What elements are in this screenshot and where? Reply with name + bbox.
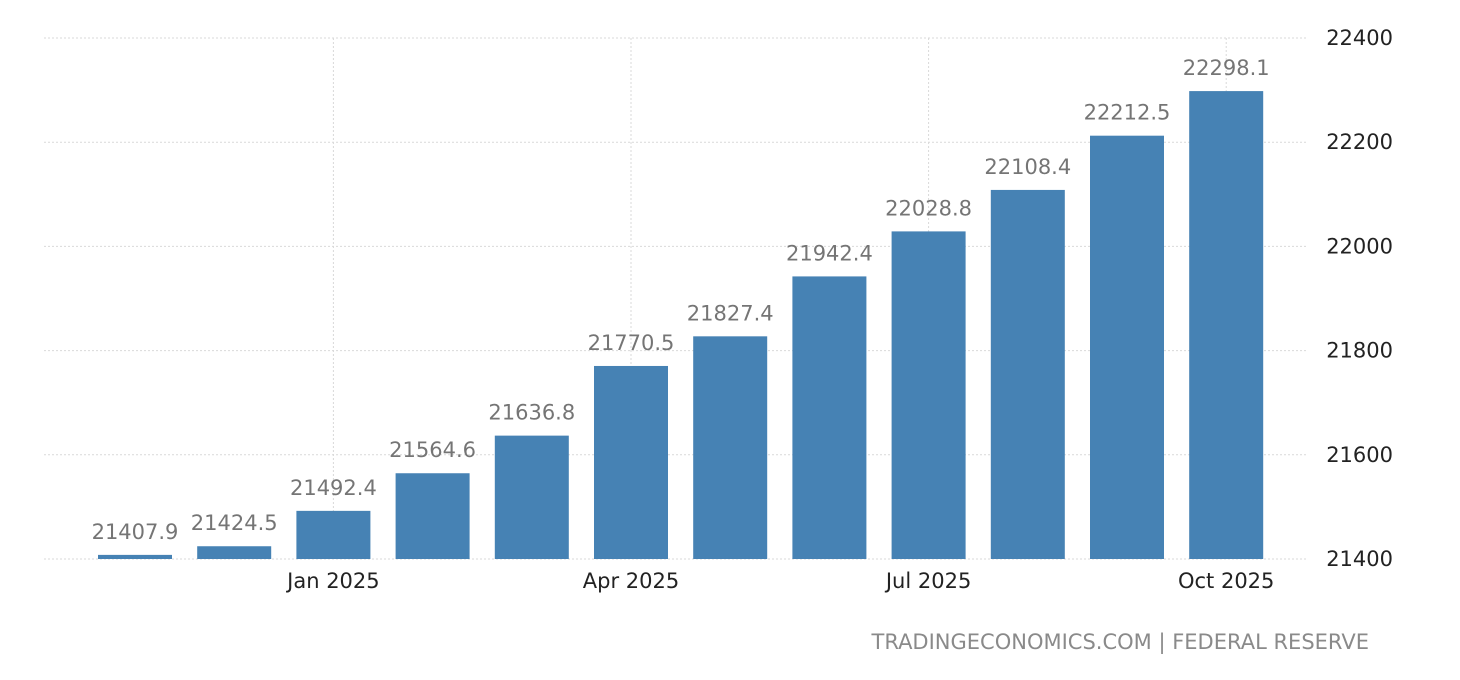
bar: [1090, 135, 1164, 559]
x-tick-label: Jul 2025: [884, 569, 971, 593]
source-attribution: TRADINGECONOMICS.COM | FEDERAL RESERVE: [871, 630, 1370, 654]
data-label: 22298.1: [1183, 56, 1270, 80]
data-label: 22028.8: [885, 196, 972, 220]
x-tick-label: Jan 2025: [285, 569, 380, 593]
data-label: 22108.4: [984, 155, 1071, 179]
data-label: 21492.4: [290, 476, 377, 500]
y-tick-label: 22400: [1326, 26, 1393, 50]
data-label: 21770.5: [588, 331, 675, 355]
bar: [395, 473, 470, 559]
bar: [494, 435, 569, 559]
x-axis: Jan 2025 Apr 2025 Jul 2025 Oct 2025: [285, 569, 1274, 593]
bars: [98, 91, 1264, 560]
bar: [296, 510, 371, 559]
y-axis: 21400 21600 21800 22000 22200 22400: [1326, 26, 1393, 571]
x-tick-label: Apr 2025: [583, 569, 679, 593]
bar: [891, 231, 966, 559]
data-label: 21407.9: [92, 520, 179, 544]
x-tick-label: Oct 2025: [1178, 569, 1274, 593]
bar: [693, 336, 768, 559]
y-tick-label: 21600: [1326, 443, 1393, 467]
data-label: 21424.5: [191, 511, 278, 535]
bar: [792, 276, 867, 559]
y-tick-label: 21800: [1326, 339, 1393, 363]
data-label: 21827.4: [687, 301, 774, 325]
bar: [197, 546, 272, 559]
data-label: 21942.4: [786, 241, 873, 265]
data-label: 21636.8: [488, 401, 575, 425]
bar: [98, 554, 172, 559]
bar: [990, 189, 1065, 560]
bar: [1189, 91, 1264, 559]
data-label: 22212.5: [1084, 101, 1171, 125]
bar: [594, 365, 668, 559]
y-tick-label: 22200: [1326, 130, 1393, 154]
data-label: 21564.6: [389, 438, 476, 462]
value-labels: 21407.9 21424.5 21492.4 21564.6 21636.8 21770…: [92, 56, 1270, 544]
y-tick-label: 22000: [1326, 234, 1393, 258]
y-tick-label: 21400: [1326, 547, 1393, 571]
